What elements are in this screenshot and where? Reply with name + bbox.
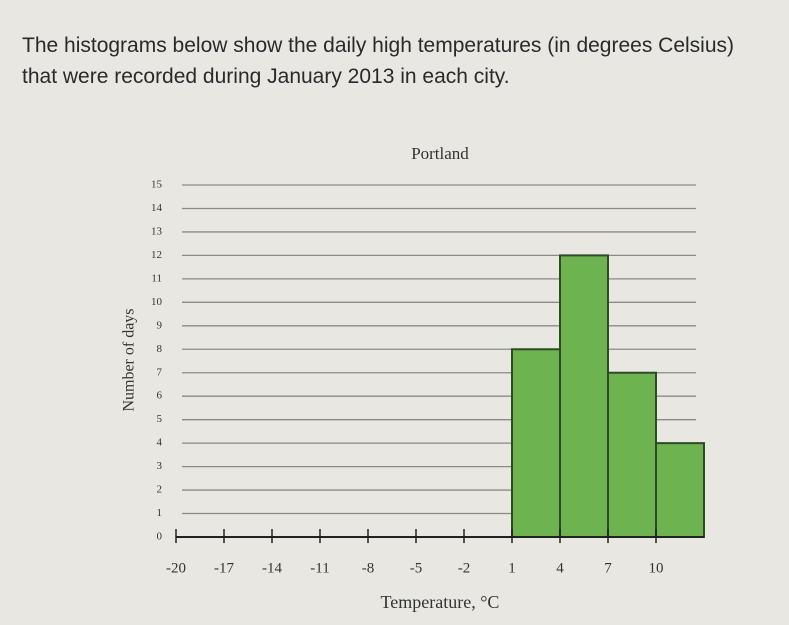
y-tick-label: 12 bbox=[151, 249, 162, 261]
x-tick-label: -8 bbox=[362, 560, 375, 576]
y-tick-label: 11 bbox=[151, 272, 162, 284]
y-tick-label: 14 bbox=[151, 202, 163, 214]
x-tick-label: 4 bbox=[556, 560, 564, 576]
y-tick-label: 5 bbox=[157, 413, 163, 425]
y-tick-label: 10 bbox=[151, 296, 163, 308]
x-tick-label: -5 bbox=[410, 560, 423, 576]
x-axis-label: Temperature, °C bbox=[381, 592, 500, 612]
x-tick-label: -2 bbox=[458, 560, 471, 576]
x-tick-label: -17 bbox=[214, 560, 234, 576]
y-tick-label: 9 bbox=[157, 319, 163, 331]
x-tick-label: 10 bbox=[649, 560, 664, 576]
bar bbox=[607, 371, 657, 538]
bar bbox=[559, 254, 609, 538]
bar bbox=[511, 348, 561, 538]
bar bbox=[655, 442, 705, 538]
y-tick-label: 4 bbox=[157, 437, 163, 449]
x-tick-label: -11 bbox=[310, 560, 329, 576]
y-tick-label: 8 bbox=[157, 343, 163, 355]
y-tick-label: 7 bbox=[157, 366, 163, 378]
y-tick-label: 15 bbox=[151, 179, 163, 191]
x-tick-label: 1 bbox=[508, 560, 516, 576]
intro-text: The histograms below show the daily high… bbox=[22, 34, 735, 88]
chart-title: Portland bbox=[411, 144, 469, 163]
y-tick-label: 1 bbox=[157, 507, 163, 519]
x-tick-label: -14 bbox=[262, 560, 282, 576]
x-tick-label: 7 bbox=[604, 560, 612, 576]
y-tick-label: 3 bbox=[157, 460, 163, 472]
y-tick-label: 13 bbox=[151, 225, 163, 237]
y-tick-label: 0 bbox=[157, 531, 163, 543]
y-tick-label: 2 bbox=[157, 484, 163, 496]
y-tick-label: 6 bbox=[157, 390, 163, 402]
y-axis-label: Number of days bbox=[121, 308, 138, 411]
x-tick-label: -20 bbox=[166, 560, 186, 576]
